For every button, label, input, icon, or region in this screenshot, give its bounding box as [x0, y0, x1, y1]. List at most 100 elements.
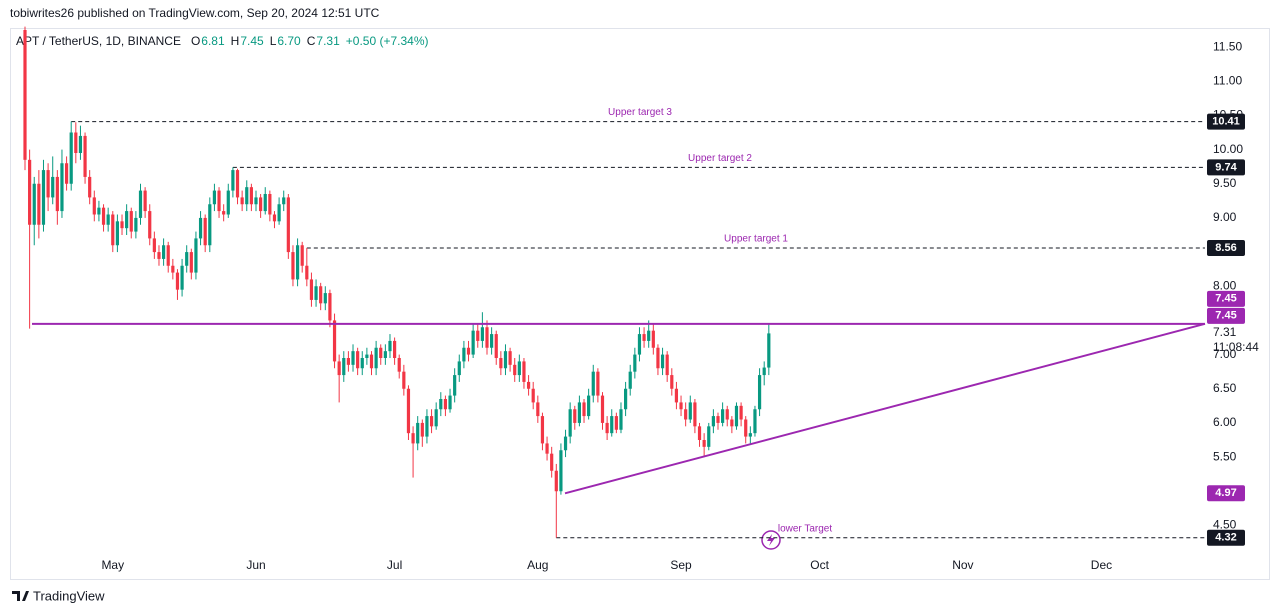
candle-body	[642, 334, 646, 341]
candle-body	[162, 245, 166, 259]
candle-body	[92, 197, 96, 215]
legend-key: O	[191, 34, 200, 48]
candle-body	[757, 375, 762, 410]
candle-body	[356, 351, 360, 369]
candle-body	[152, 238, 156, 253]
candle-body	[697, 426, 702, 440]
candle-body	[526, 381, 531, 389]
x-tick-label: Nov	[952, 558, 973, 572]
candle-body	[240, 197, 244, 205]
candle-body	[323, 293, 327, 304]
candle-body	[490, 334, 494, 348]
candle-body	[46, 170, 50, 198]
level-price-label: 10.41	[1212, 115, 1240, 127]
candle-body	[106, 214, 110, 225]
candle-body	[457, 361, 461, 376]
candle-body	[443, 399, 448, 410]
candle-body	[194, 238, 198, 273]
legend-key: C	[307, 34, 316, 48]
candle-body	[305, 265, 309, 280]
y-tick-label: 11.50	[1213, 39, 1242, 53]
candle-body	[138, 190, 143, 218]
level-price-label-bg	[1207, 113, 1245, 130]
candle-body	[185, 252, 189, 266]
candle-body	[319, 286, 323, 304]
candle-body	[365, 354, 369, 358]
candle-body	[679, 402, 683, 410]
y-tick-label: 8.00	[1213, 278, 1237, 292]
candle-body	[494, 334, 498, 358]
candle-body	[596, 371, 600, 396]
candle-body	[69, 132, 73, 184]
candle-body	[97, 207, 101, 215]
legend-change: +0.50 (+7.34%)	[346, 34, 429, 48]
level-price-label-bg	[1207, 159, 1245, 176]
y-tick-label: 5.50	[1213, 449, 1237, 463]
candle-body	[101, 207, 106, 225]
candle-body	[37, 183, 41, 225]
candle-body	[254, 197, 258, 205]
candle-body	[721, 409, 725, 423]
x-tick-label: Dec	[1091, 558, 1112, 572]
candle-body	[180, 265, 184, 290]
candle-body	[651, 330, 655, 348]
y-tick-label: 4.50	[1213, 518, 1237, 532]
candle-body	[739, 405, 743, 420]
candle-body	[125, 211, 129, 229]
candle-body	[531, 388, 535, 403]
candle-body	[212, 190, 217, 205]
candle-body	[286, 197, 290, 253]
candle-body	[217, 190, 221, 212]
y-tick-label: 7.00	[1213, 347, 1237, 361]
candle-body	[245, 187, 249, 205]
x-tick-label: Aug	[527, 558, 548, 572]
candle-body	[189, 252, 193, 273]
candle-body	[369, 354, 374, 369]
candle-body	[540, 416, 545, 444]
candle-body	[249, 187, 253, 205]
x-tick-label: Jul	[387, 558, 402, 572]
candle-body	[198, 217, 203, 239]
trendline-start-label: 4.97	[1215, 487, 1236, 499]
y-tick-label: 9.50	[1213, 176, 1237, 190]
candle-body	[702, 440, 706, 447]
trendline-price-label-bg	[1207, 307, 1245, 324]
candle-body	[51, 176, 55, 198]
x-tick-label: Jun	[246, 558, 265, 572]
y-tick-label: 11.00	[1213, 73, 1242, 87]
candle-body	[624, 388, 628, 410]
candle-body	[28, 159, 32, 225]
candle-body	[402, 371, 406, 389]
candle-body	[614, 416, 618, 430]
symbol: APT / TetherUS, 1D, BINANCE	[16, 34, 181, 48]
candle-body	[748, 433, 752, 437]
candle-body	[508, 351, 512, 365]
x-tick-label: May	[101, 558, 124, 572]
candle-body	[688, 402, 692, 420]
candle-body	[767, 333, 771, 368]
candle-body	[568, 409, 572, 437]
candle-body	[554, 470, 558, 492]
level-price-label-bg	[1207, 529, 1245, 546]
trendline	[564, 322, 1206, 495]
candle-body	[466, 347, 471, 355]
x-tick-label: Oct	[810, 558, 829, 572]
candle-body	[693, 402, 697, 427]
candle-body	[660, 354, 665, 369]
candle-body	[337, 361, 341, 376]
candle-body	[619, 409, 623, 430]
candle-body	[32, 183, 36, 225]
candle-body	[235, 170, 240, 198]
candle-body	[78, 135, 83, 153]
target-label: Upper target 3	[608, 107, 672, 118]
candle-body	[707, 426, 711, 447]
candle-body	[517, 361, 521, 376]
candle-body	[577, 402, 581, 423]
candle-body	[605, 422, 609, 434]
candle-body	[157, 252, 161, 259]
candle-body	[485, 327, 489, 348]
candle-body	[208, 204, 212, 246]
candle-body	[420, 422, 424, 437]
candle-body	[550, 453, 554, 471]
